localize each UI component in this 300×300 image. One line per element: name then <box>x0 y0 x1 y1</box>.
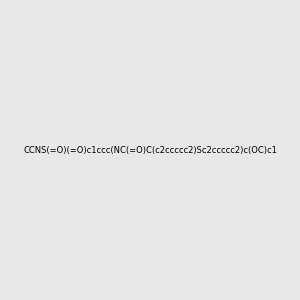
Text: CCNS(=O)(=O)c1ccc(NC(=O)C(c2ccccc2)Sc2ccccc2)c(OC)c1: CCNS(=O)(=O)c1ccc(NC(=O)C(c2ccccc2)Sc2cc… <box>23 146 277 154</box>
